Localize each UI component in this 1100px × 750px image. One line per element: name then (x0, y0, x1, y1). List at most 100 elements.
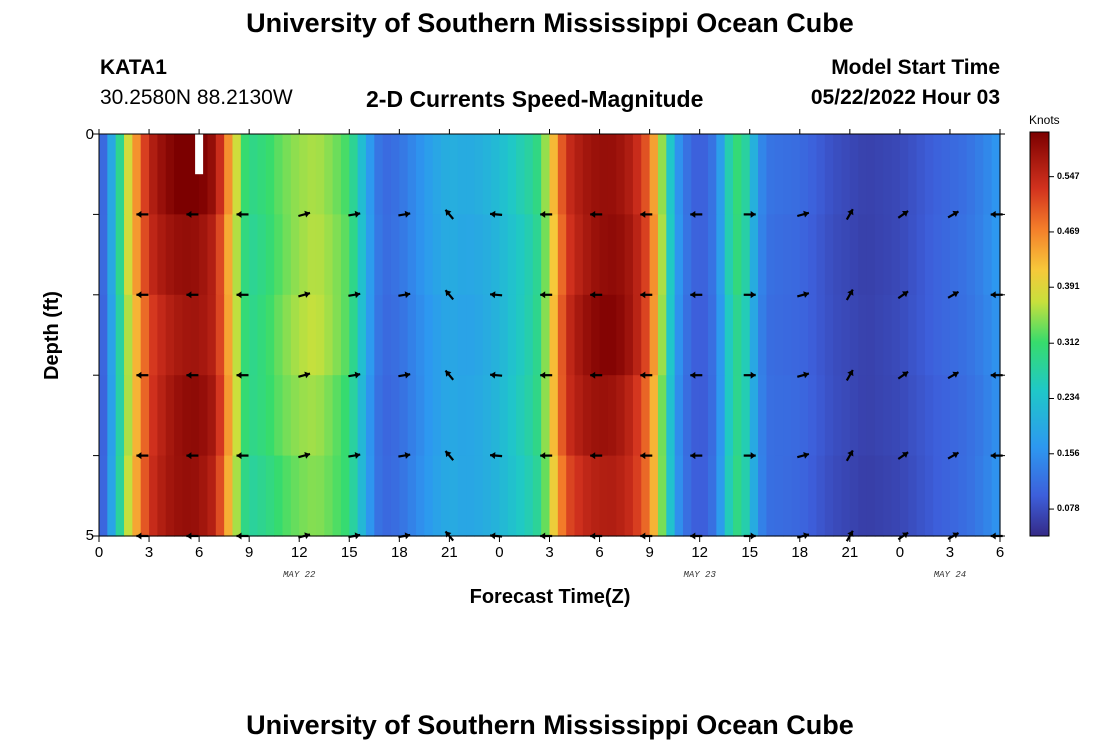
heatmap-cell (199, 375, 209, 457)
heatmap-cell (382, 214, 392, 296)
heatmap-cell (724, 375, 734, 457)
heatmap-cell (249, 455, 259, 537)
heatmap-cell (833, 455, 843, 537)
heatmap-cell (574, 294, 584, 376)
heatmap-cell (974, 294, 984, 376)
heatmap-cell (674, 134, 684, 215)
heatmap-cell (557, 294, 567, 376)
heatmap-cell (332, 375, 342, 457)
heatmap-cell (607, 134, 617, 215)
heatmap-cell (499, 214, 509, 296)
heatmap-cell (349, 294, 359, 376)
heatmap-cell (190, 294, 200, 376)
current-arrow (845, 369, 854, 381)
x-tick-label: 6 (595, 544, 604, 561)
current-arrow (797, 371, 810, 379)
heatmap-cell (99, 294, 108, 376)
heatmap-cell (399, 134, 409, 215)
heatmap-cell (207, 214, 217, 296)
heatmap-cell (399, 294, 409, 376)
heatmap-cell (424, 294, 434, 376)
heatmap-cell (858, 134, 868, 215)
heatmap-cell (682, 134, 692, 215)
heatmap-cell (482, 134, 492, 215)
current-arrow (690, 291, 703, 299)
heatmap-cell (124, 294, 133, 376)
heatmap-cell (549, 294, 559, 376)
heatmap-cell (649, 294, 659, 376)
heatmap-cell (883, 214, 893, 296)
heatmap-cell (132, 134, 142, 215)
heatmap-cell (307, 375, 317, 457)
heatmap-cell (682, 455, 692, 537)
heatmap-cell (591, 134, 601, 215)
heatmap-cell (374, 375, 384, 457)
heatmap-cell (491, 294, 501, 376)
heatmap-cell (457, 134, 467, 215)
heatmap-cell (699, 134, 709, 215)
current-arrow (797, 452, 810, 459)
x-tick-label: 0 (895, 544, 905, 561)
heatmap-cell (140, 294, 150, 376)
heatmap-cell (524, 455, 534, 537)
heatmap-cell (232, 214, 242, 296)
heatmap-cell (641, 455, 651, 537)
heatmap-cell (974, 455, 984, 537)
heatmap-cell (841, 455, 851, 537)
heatmap-cell (841, 214, 851, 296)
heatmap-cell (174, 455, 184, 537)
current-arrow (490, 371, 503, 379)
heatmap-cell (833, 214, 843, 296)
heatmap-cell (933, 134, 943, 215)
current-arrow (236, 371, 249, 379)
current-arrow (186, 452, 199, 460)
heatmap-cell (841, 134, 851, 215)
heatmap-cell (382, 375, 392, 457)
heatmap-cell (340, 294, 350, 376)
missing-data-gap (195, 134, 204, 175)
heatmap-cell (357, 455, 367, 537)
heatmap-cell (432, 134, 442, 215)
heatmap-cell (282, 214, 292, 296)
colorbar-tick-label: 0.078 (1057, 503, 1080, 514)
heatmap-cell (524, 134, 534, 215)
heatmap-cell (374, 214, 384, 296)
heatmap-cell (649, 455, 659, 537)
heatmap-cell (491, 375, 501, 457)
heatmap-cell (599, 294, 609, 376)
station-id: KATA1 (100, 56, 167, 79)
heatmap-cell (482, 375, 492, 457)
heatmap-cell (991, 375, 1001, 457)
heatmap-cell (107, 294, 117, 376)
heatmap-cell (182, 134, 192, 215)
heatmap-cell (924, 214, 934, 296)
footer-title: University of Southern Mississippi Ocean… (246, 710, 854, 740)
heatmap-cell (474, 214, 484, 296)
heatmap-cell (708, 375, 717, 457)
heatmap-cell (499, 455, 509, 537)
heatmap-cell (432, 214, 442, 296)
heatmap-cell (474, 294, 484, 376)
heatmap-cell (783, 294, 793, 376)
current-arrow (236, 291, 249, 299)
current-arrow (897, 290, 909, 300)
heatmap-cell (657, 375, 667, 457)
colorbar-tick-label: 0.234 (1057, 392, 1080, 403)
heatmap-cell (774, 455, 784, 537)
heatmap-cell (499, 375, 509, 457)
heatmap-cell (149, 455, 158, 537)
heatmap-cell (899, 214, 909, 296)
current-arrow (743, 291, 756, 299)
heatmap-cell (407, 294, 417, 376)
heatmap-cell (733, 134, 742, 215)
heatmap-cell (566, 294, 576, 376)
heatmap-cell (616, 455, 626, 537)
x-tick-label: 0 (495, 544, 504, 561)
current-arrow (845, 289, 854, 301)
heatmap-cell (591, 294, 601, 376)
heatmap-cell (774, 375, 784, 457)
heatmap-cell (908, 375, 918, 457)
heatmap-cell (324, 455, 334, 537)
heatmap-cell (324, 214, 334, 296)
heatmap-cell (165, 214, 175, 296)
